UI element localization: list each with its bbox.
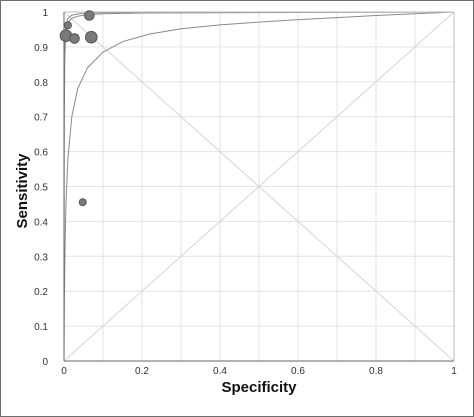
y-axis-title: Sensitivity bbox=[14, 153, 31, 229]
curve-sroc bbox=[63, 11, 455, 362]
diagonal-line bbox=[63, 11, 455, 362]
y-tick-labels: 0 0.1 0.2 0.3 0.4 0.5 0.6 0.7 0.8 0.9 1 bbox=[34, 8, 48, 368]
data-point bbox=[69, 33, 80, 44]
x-tick-label: 1 bbox=[451, 366, 457, 377]
x-tick-label: 0.8 bbox=[369, 366, 383, 377]
x-tick-label: 0.4 bbox=[213, 366, 227, 377]
y-tick-label: 0.5 bbox=[34, 183, 48, 194]
y-tick-label: 0.1 bbox=[34, 322, 48, 333]
y-tick-label: 0 bbox=[42, 357, 48, 368]
y-tick-label: 1 bbox=[42, 8, 48, 19]
reference-diagonals bbox=[63, 11, 455, 362]
data-points bbox=[59, 10, 98, 207]
data-point bbox=[78, 198, 87, 207]
y-tick-label: 0.7 bbox=[34, 113, 48, 124]
axes bbox=[63, 11, 455, 362]
y-tick-label: 0.4 bbox=[34, 217, 48, 228]
curve-lower-bound bbox=[63, 11, 455, 362]
y-tick-label: 0.6 bbox=[34, 148, 48, 159]
x-tick-label: 0 bbox=[61, 366, 67, 377]
x-tick-label: 0.2 bbox=[135, 366, 149, 377]
data-point bbox=[63, 21, 72, 30]
x-axis-title: Specificity bbox=[221, 379, 297, 396]
x-tick-labels: 0 0.2 0.4 0.6 0.8 1 bbox=[61, 366, 457, 377]
y-tick-label: 0.3 bbox=[34, 252, 48, 263]
x-tick-label: 0.6 bbox=[291, 366, 305, 377]
data-point bbox=[84, 10, 95, 21]
data-point bbox=[85, 30, 98, 44]
y-tick-label: 0.8 bbox=[34, 78, 48, 89]
y-tick-label: 0.9 bbox=[34, 43, 48, 54]
y-tick-label: 0.2 bbox=[34, 287, 48, 298]
